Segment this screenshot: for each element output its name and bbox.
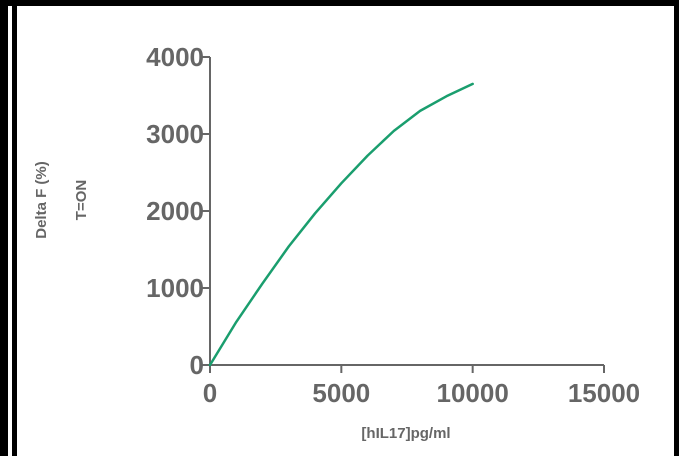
y-tick-label: 1000 — [146, 273, 204, 303]
y-tick-label: 0 — [190, 350, 204, 380]
series-line — [208, 82, 474, 367]
x-tick-label: 0 — [203, 378, 217, 408]
x-tick-label: 10000 — [437, 378, 509, 408]
y-tick-label: 3000 — [146, 119, 204, 149]
x-tick-label: 5000 — [312, 378, 370, 408]
frame-border-right — [674, 0, 679, 456]
y-tick-label: 4000 — [146, 42, 204, 72]
x-tick-label: 15000 — [568, 378, 640, 408]
frame-border-left — [0, 0, 8, 456]
frame-border-top — [0, 0, 679, 6]
ticks: 0 1000 2000 3000 4000 0 5000 10000 15000 — [146, 42, 640, 408]
series-layer — [208, 82, 474, 367]
y-axis-title: Delta F (%) — [33, 161, 50, 239]
plot-panel — [17, 6, 674, 456]
y-tick-label: 2000 — [146, 196, 204, 226]
y-axis-subtitle: T=ON — [73, 180, 90, 220]
x-axis-title: [hIL17]pg/ml — [361, 425, 450, 442]
frame-border-left-inner — [12, 6, 17, 456]
